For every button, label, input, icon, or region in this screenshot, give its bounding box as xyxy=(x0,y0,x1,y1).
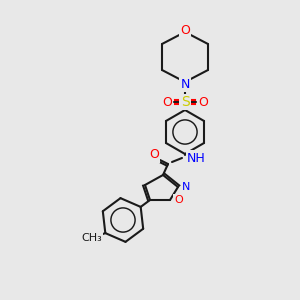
Text: O: O xyxy=(180,23,190,37)
Text: N: N xyxy=(182,182,190,192)
Text: CH₃: CH₃ xyxy=(81,233,102,243)
Text: N: N xyxy=(180,77,190,91)
Text: S: S xyxy=(181,95,189,109)
Text: O: O xyxy=(198,95,208,109)
Text: O: O xyxy=(162,95,172,109)
Text: NH: NH xyxy=(187,152,206,164)
Text: O: O xyxy=(149,148,159,161)
Text: O: O xyxy=(174,195,183,205)
